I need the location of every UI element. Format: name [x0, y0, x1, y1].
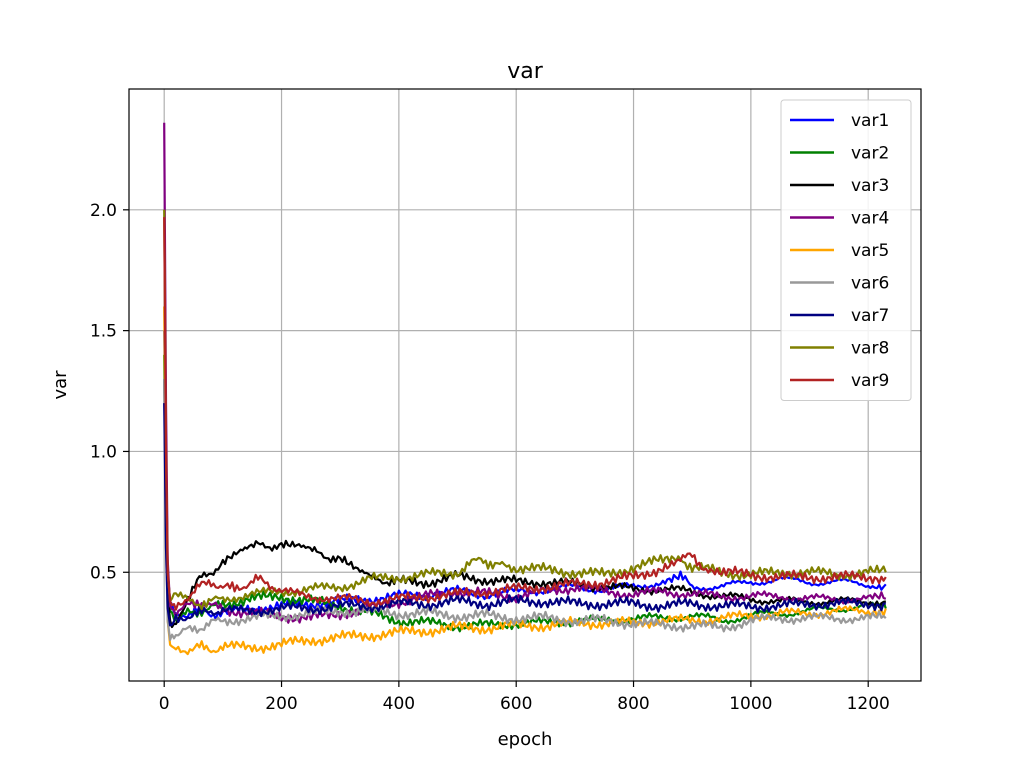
legend-label-var8: var8 — [851, 339, 889, 359]
series-line-var8 — [163, 209, 887, 611]
legend-label-var4: var4 — [851, 209, 889, 229]
y-tick-label: 2.0 — [90, 201, 117, 221]
x-tick-label: 400 — [383, 694, 415, 714]
x-tick-label: 1200 — [847, 694, 890, 714]
legend-label-var1: var1 — [851, 111, 889, 131]
y-tick-label: 0.5 — [90, 563, 117, 583]
legend-label-var9: var9 — [851, 371, 889, 391]
x-tick-label: 600 — [500, 694, 532, 714]
x-tick-label: 1000 — [729, 694, 772, 714]
plot-frame — [128, 88, 922, 682]
x-tick-label: 0 — [159, 694, 170, 714]
ticks: 0 200 400 600 800 1000 1200 0.5 1.0 1.5 2.0 — [90, 201, 890, 714]
x-tick-label: 200 — [265, 694, 297, 714]
series-layer — [163, 122, 887, 656]
x-tick-label: 800 — [617, 694, 649, 714]
series-line-var9 — [163, 217, 887, 611]
y-tick-label: 1.0 — [90, 442, 117, 462]
y-axis-label: var — [50, 370, 71, 400]
legend-label-var6: var6 — [851, 274, 889, 294]
series-line-var7 — [163, 403, 886, 627]
legend-label-var7: var7 — [851, 306, 889, 326]
legend-label-var2: var2 — [851, 144, 889, 164]
legend-box — [780, 99, 912, 401]
series-line-var3 — [163, 378, 887, 629]
series-line-var6 — [163, 378, 887, 642]
legend-label-var5: var5 — [851, 241, 889, 261]
y-tick-label: 1.5 — [90, 322, 117, 342]
chart-title: var — [507, 59, 544, 84]
x-axis-label: epoch — [498, 729, 553, 750]
legend: var1 var2 var3 var4 var5 var6 var7 var8 var9 — [780, 99, 912, 401]
legend-label-var3: var3 — [851, 176, 889, 196]
